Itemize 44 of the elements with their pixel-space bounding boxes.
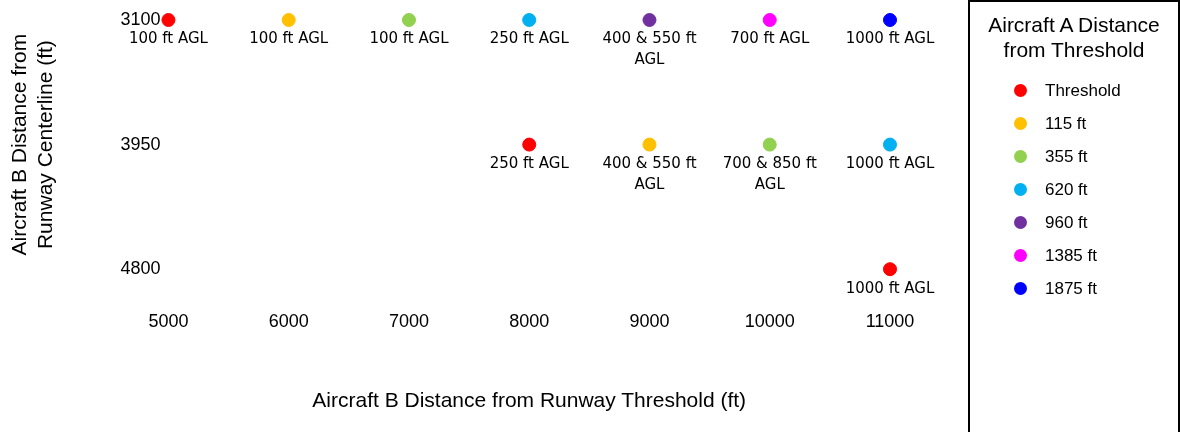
legend-label: 355 ft [1045,146,1088,167]
annotation: 1000 ft AGL [845,29,935,48]
annotation: 700 & 850 ft AGL [722,153,817,193]
point [161,13,176,27]
annotation: 1000 ft AGL [845,153,935,172]
annotation: 250 ft AGL [489,29,570,48]
legend-label: 115 ft [1045,113,1087,134]
legend-label: 1385 ft [1045,245,1097,266]
point [883,137,897,152]
x-tick-label: 6000 [268,310,309,331]
point [762,137,777,152]
point [883,262,897,277]
x-tick-label: 10000 [744,310,795,331]
point [642,137,657,152]
point [883,13,897,27]
legend-label: 1875 ft [1045,278,1097,299]
annotation: 100 ft AGL [249,29,329,48]
y-tick-label: 3950 [120,133,161,154]
point [522,137,537,152]
point [281,13,296,27]
annotation: 400 & 550 ft AGL [602,153,697,193]
legend-label: 960 ft [1045,212,1088,233]
legend-label: 620 ft [1045,179,1088,200]
x-tick-label: 5000 [148,310,189,331]
y-tick-label: 4800 [120,258,161,279]
x-tick-label: 8000 [509,310,550,331]
point [522,13,537,27]
annotation: 700 ft AGL [730,29,810,48]
annotation: 100 ft AGL [128,29,209,48]
y-tick-label: 3100 [120,8,161,29]
point [401,13,416,27]
legend-title: Aircraft A Distance from Threshold [987,12,1161,62]
x-axis-title: Aircraft B Distance from Runway Threshold (ft) [312,388,747,412]
y-axis-title: Aircraft B Distance from Runway Centerline (ft) [7,33,56,256]
legend-label: Threshold [1045,80,1121,101]
point [642,13,657,27]
annotation: 1000 ft AGL [845,278,935,297]
point [762,13,777,27]
annotation: 250 ft AGL [489,153,570,172]
x-tick-label: 9000 [629,310,670,331]
annotation: 100 ft AGL [369,29,450,48]
x-tick-label: 7000 [388,310,429,331]
x-tick-label: 11000 [865,310,915,331]
annotation: 400 & 550 ft AGL [602,29,697,69]
